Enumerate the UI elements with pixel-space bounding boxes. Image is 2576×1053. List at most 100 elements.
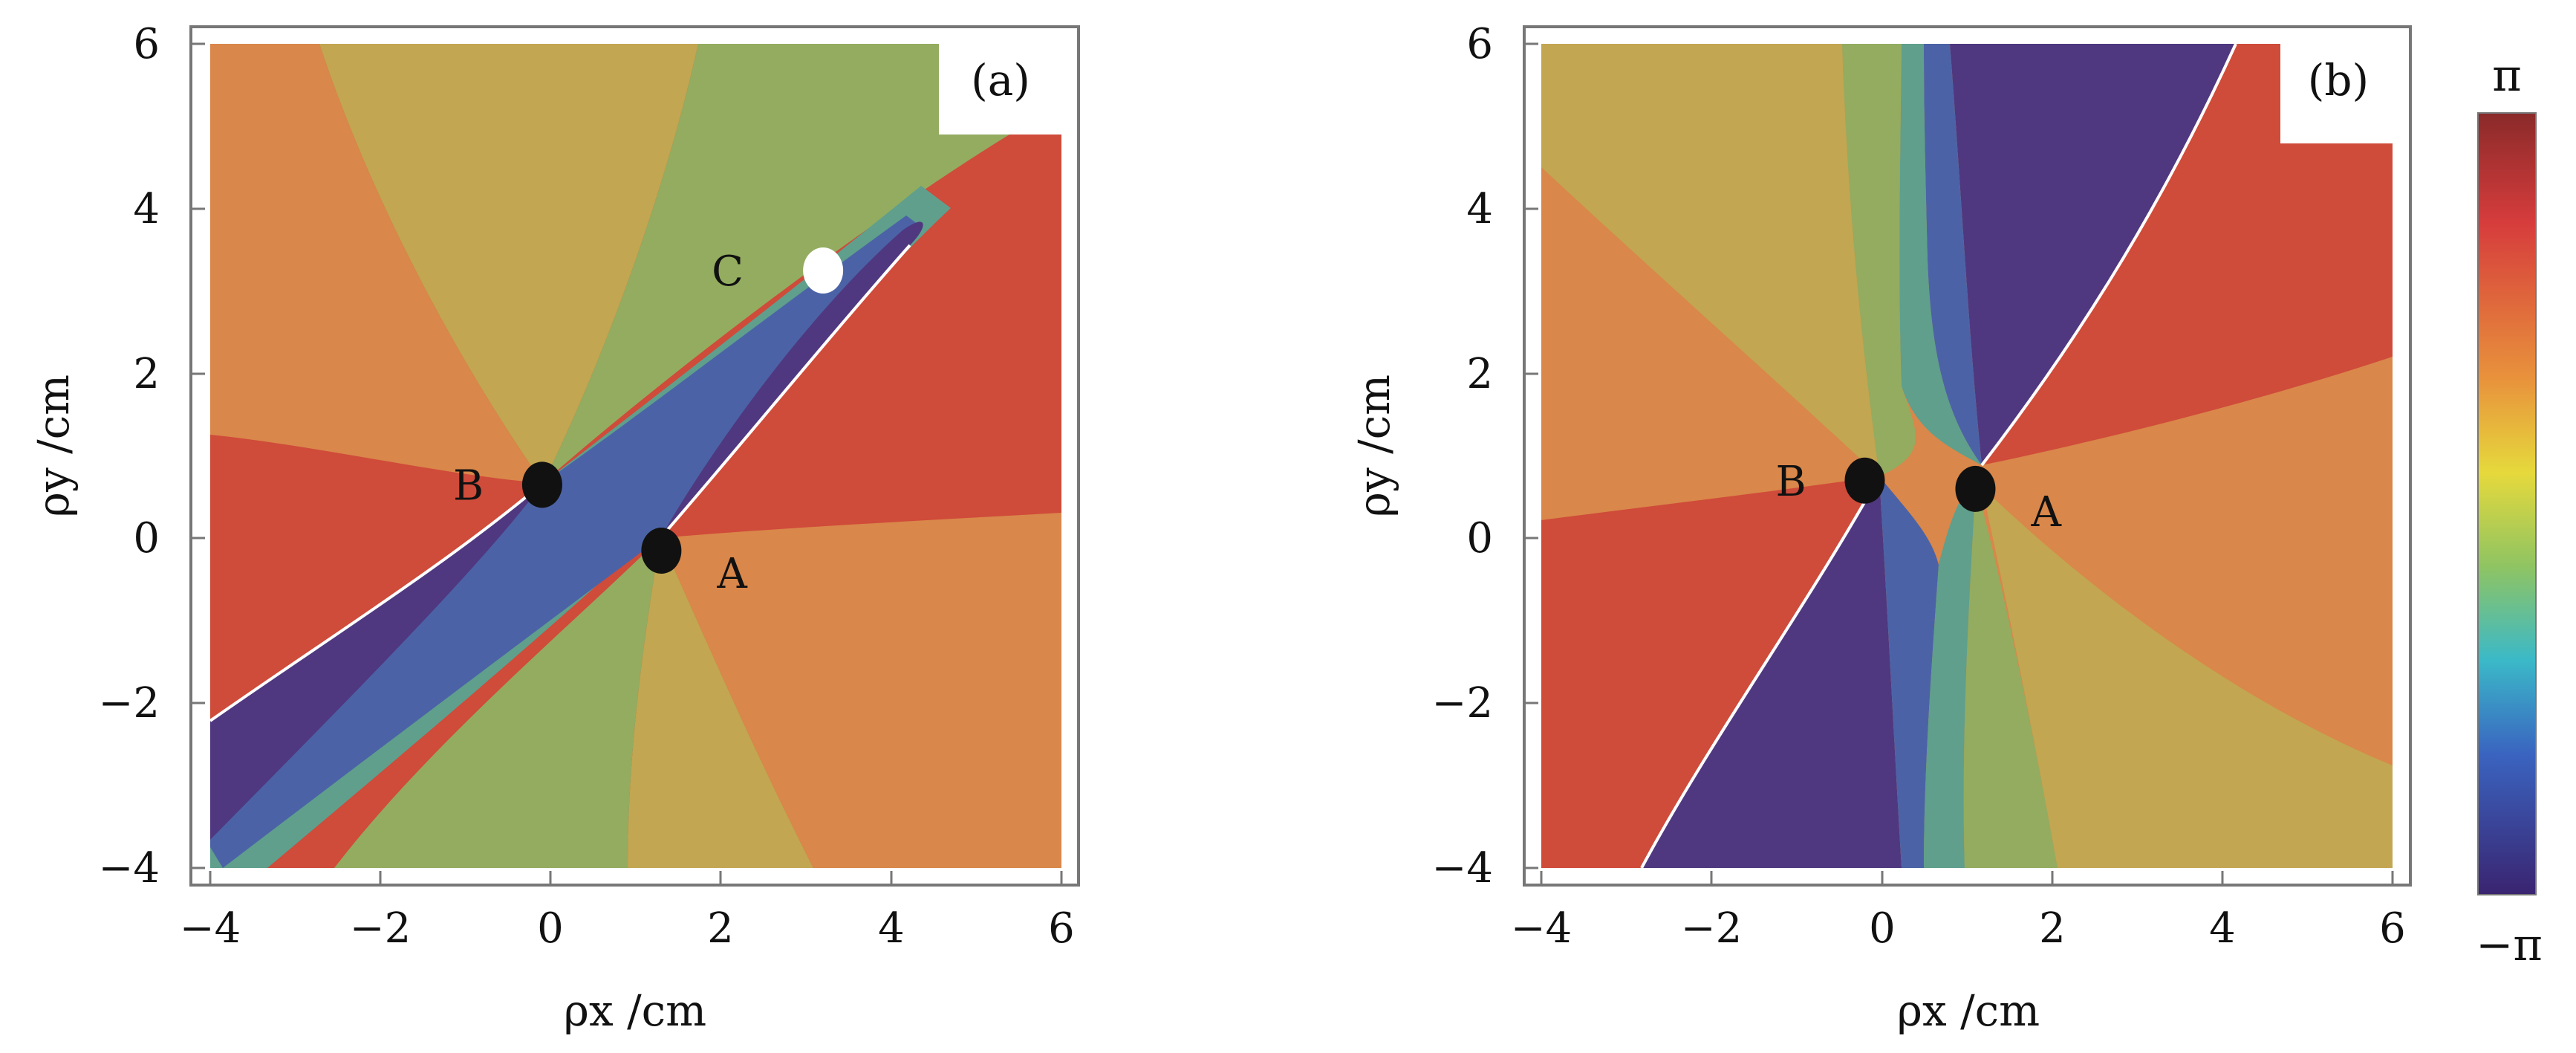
x-tick-a-3: 2 xyxy=(707,871,734,953)
svg-text:0: 0 xyxy=(1869,904,1896,953)
svg-text:−4: −4 xyxy=(98,844,160,892)
x-tick-a-2: 0 xyxy=(537,871,564,953)
colorbar-min-label: −π xyxy=(2476,919,2543,971)
svg-text:−2: −2 xyxy=(1431,679,1493,728)
axis-ticks-a: −4 −2 0 2 4 6 −4 −2 0 2 4 6 xyxy=(98,20,1074,953)
singular-points-b: AB xyxy=(1775,457,2061,537)
x-tick-b-5: 6 xyxy=(2379,871,2406,953)
y-tick-b-5: 6 xyxy=(1466,20,1538,68)
region-purple-lower-a xyxy=(210,483,543,840)
y-tick-a-3: 2 xyxy=(133,350,205,398)
phase-map-a xyxy=(210,44,1061,868)
singular-point-b-b xyxy=(1844,457,1885,504)
inset-box-b xyxy=(2280,30,2393,143)
y-tick-b-1: −2 xyxy=(1431,679,1538,728)
region-green-bottom-b xyxy=(1963,483,2058,868)
y-tick-a-0: −4 xyxy=(98,844,205,892)
x-tick-b-4: 4 xyxy=(2209,871,2236,953)
svg-text:0: 0 xyxy=(133,514,160,563)
svg-text:−4: −4 xyxy=(1511,904,1572,953)
x-tick-a-4: 4 xyxy=(878,871,905,953)
x-tick-a-0: −4 xyxy=(180,871,241,953)
x-tick-b-3: 2 xyxy=(2039,871,2066,953)
svg-text:2: 2 xyxy=(707,904,734,953)
plot-frame-a xyxy=(189,25,1080,887)
y-tick-b-4: 4 xyxy=(1466,185,1538,233)
y-tick-a-4: 4 xyxy=(133,185,205,233)
point-label-b-a: B xyxy=(453,461,484,510)
region-purple-bottom-b xyxy=(1642,476,1902,868)
svg-text:2: 2 xyxy=(1466,350,1493,398)
svg-text:6: 6 xyxy=(2379,904,2406,953)
svg-text:4: 4 xyxy=(2209,904,2236,953)
x-tick-a-5: 6 xyxy=(1048,871,1075,953)
point-label-a-a: A xyxy=(716,550,747,598)
y-tick-a-1: −2 xyxy=(98,679,205,728)
x-tick-b-0: −4 xyxy=(1511,871,1572,953)
colorbar-max-label: π xyxy=(2492,50,2521,102)
y-tick-a-2: 0 xyxy=(133,514,205,563)
region-green-top-a xyxy=(543,44,1061,483)
x-tick-a-1: −2 xyxy=(350,871,412,953)
svg-text:−4: −4 xyxy=(180,904,241,953)
region-olive-top-a xyxy=(319,44,698,483)
panel-a: (a) −4 −2 0 2 4 6 −4 −2 0 2 4 6 ρx /cm ρ… xyxy=(28,20,1080,1036)
singular-point-a-b xyxy=(1955,465,1996,512)
axis-ticks-b: −4 −2 0 2 4 6 −4 −2 0 2 4 6 xyxy=(1431,20,2405,953)
point-label-b-b: B xyxy=(1775,458,1806,506)
point-label-c-a: C xyxy=(712,247,744,296)
y-axis-label-b: ρy /cm xyxy=(1349,375,1399,517)
region-olive-top-left-b xyxy=(1541,44,1879,476)
svg-text:−4: −4 xyxy=(1431,844,1493,892)
region-teal-top-b xyxy=(1899,44,1982,465)
region-blue-band-a xyxy=(210,216,921,868)
panel-b: (b) −4 −2 0 2 4 6 −4 −2 0 2 4 6 ρx /cm ρ… xyxy=(1349,20,2412,1036)
svg-text:2: 2 xyxy=(133,350,160,398)
y-tick-b-3: 2 xyxy=(1466,350,1538,398)
region-green-top-b xyxy=(1842,44,1916,476)
region-blue-bottom-b xyxy=(1879,476,1939,868)
x-axis-label-b: ρx /cm xyxy=(1897,985,2040,1036)
svg-text:4: 4 xyxy=(878,904,905,953)
region-teal-bottom-b xyxy=(1924,483,1976,868)
svg-text:4: 4 xyxy=(1466,185,1493,233)
svg-text:−2: −2 xyxy=(98,679,160,728)
region-orange-bottom-right-a xyxy=(660,513,1061,868)
region-red-top-right-b xyxy=(1982,44,2393,465)
x-axis-label-a: ρx /cm xyxy=(564,985,706,1036)
colorbar-gradient xyxy=(2477,112,2537,895)
plot-frame-b xyxy=(1523,25,2412,887)
branch-cut-line-b xyxy=(1640,44,2237,868)
svg-text:0: 0 xyxy=(537,904,564,953)
y-tick-a-5: 6 xyxy=(133,20,205,68)
svg-text:2: 2 xyxy=(2039,904,2066,953)
panel-label-b: (b) xyxy=(2308,55,2369,106)
singular-point-a-a xyxy=(641,528,682,574)
y-axis-label-a: ρy /cm xyxy=(28,375,79,517)
y-tick-b-2: 0 xyxy=(1466,514,1538,563)
phase-map-b xyxy=(1541,44,2393,868)
svg-text:6: 6 xyxy=(133,20,160,68)
panel-label-a: (a) xyxy=(971,55,1030,106)
region-red-left-b xyxy=(1541,476,1879,868)
region-olive-bottom-right-b xyxy=(1982,487,2393,868)
svg-text:−2: −2 xyxy=(1681,904,1743,953)
svg-text:−2: −2 xyxy=(350,904,412,953)
region-green-bottom-a xyxy=(334,538,660,868)
region-orange-top-left-a xyxy=(210,44,543,483)
x-tick-b-2: 0 xyxy=(1869,871,1896,953)
singular-point-b-a xyxy=(521,461,562,508)
region-purple-top-b xyxy=(1950,44,2236,465)
singular-points-a: A B C xyxy=(453,247,844,598)
x-tick-b-1: −2 xyxy=(1681,871,1743,953)
svg-text:6: 6 xyxy=(1466,20,1493,68)
svg-text:4: 4 xyxy=(133,185,160,233)
branch-cut-line-a xyxy=(210,244,911,722)
y-tick-b-0: −4 xyxy=(1431,844,1538,892)
region-blue-top-b xyxy=(1924,44,1982,465)
singular-point-c-a xyxy=(803,247,844,294)
colorbar: π −π xyxy=(2476,50,2543,971)
svg-text:6: 6 xyxy=(1048,904,1075,953)
region-olive-bottom-a xyxy=(628,538,813,868)
